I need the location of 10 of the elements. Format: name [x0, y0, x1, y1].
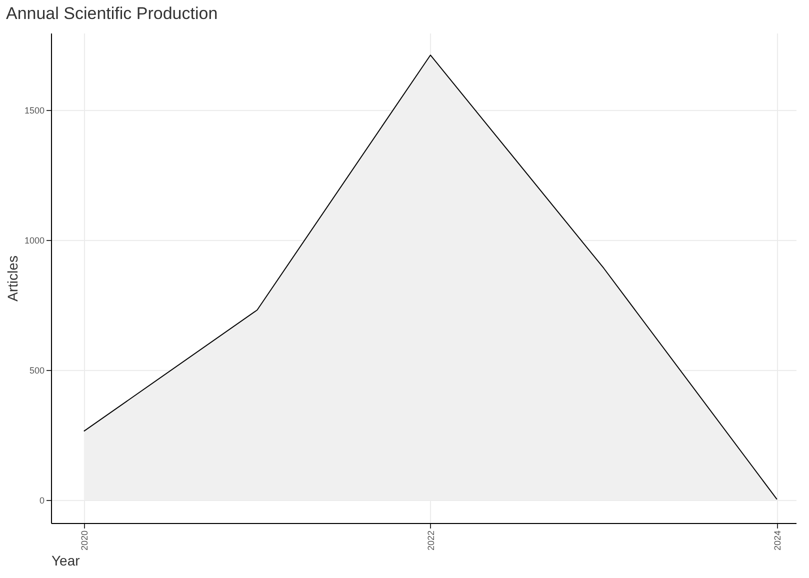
y-axis-title: Articles	[4, 256, 20, 302]
y-tick-label: 1000	[24, 236, 44, 246]
chart-title: Annual Scientific Production	[6, 4, 218, 23]
x-tick-label: 2020	[79, 530, 90, 551]
y-tick-label: 500	[29, 366, 44, 376]
y-tick-label: 1500	[24, 105, 44, 116]
x-tick-label: 2022	[426, 530, 436, 551]
y-tick-label: 0	[39, 496, 44, 506]
x-axis-title: Year	[52, 552, 80, 569]
x-tick-label: 2024	[772, 530, 782, 551]
